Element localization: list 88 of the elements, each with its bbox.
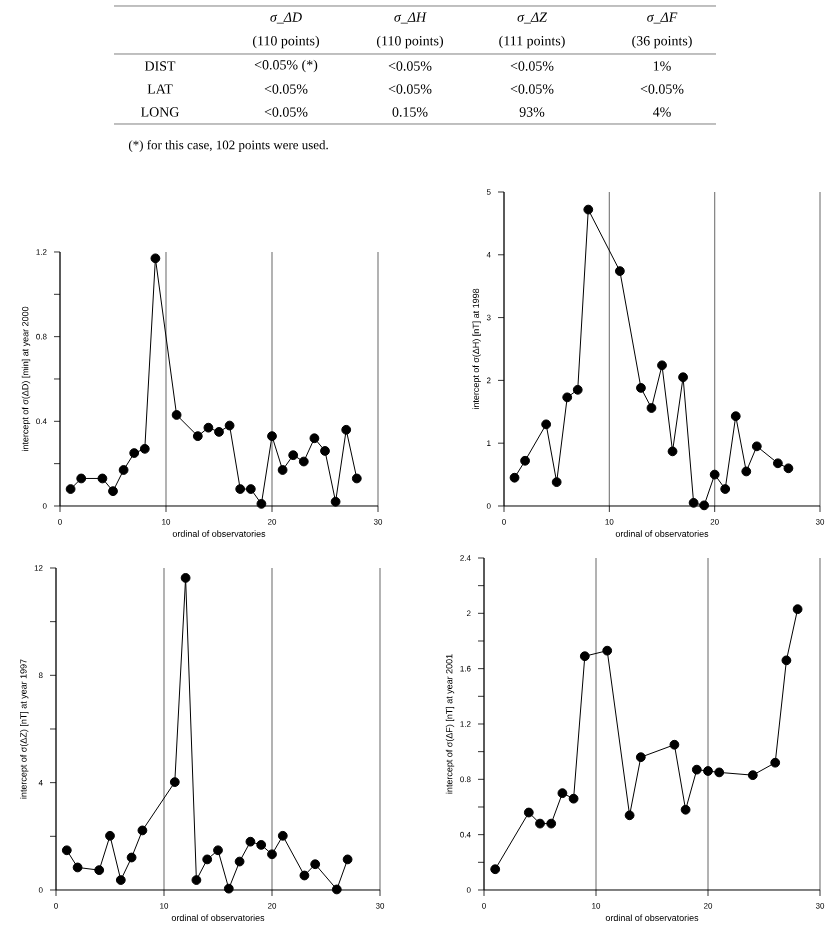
point <box>747 770 758 781</box>
point <box>657 360 667 371</box>
point <box>139 443 150 454</box>
point <box>714 767 725 778</box>
point <box>770 757 781 768</box>
point <box>126 852 137 863</box>
point <box>541 419 552 430</box>
point <box>783 463 794 474</box>
point <box>298 456 309 467</box>
point <box>224 420 235 431</box>
point <box>235 484 246 494</box>
point <box>341 424 352 435</box>
point <box>108 486 118 497</box>
point <box>245 836 256 847</box>
point <box>572 384 583 395</box>
point <box>203 422 214 433</box>
point <box>562 392 573 403</box>
point <box>330 496 341 507</box>
point <box>772 458 783 469</box>
point <box>202 854 213 865</box>
point <box>214 427 224 437</box>
point <box>667 446 678 457</box>
point <box>213 845 223 856</box>
point <box>741 466 752 477</box>
point <box>636 383 646 393</box>
point <box>602 645 613 656</box>
point <box>751 441 762 452</box>
point <box>680 804 691 815</box>
point <box>730 411 741 422</box>
point <box>568 793 579 804</box>
point <box>781 655 792 666</box>
point <box>171 410 182 420</box>
point <box>310 859 321 870</box>
point <box>535 818 545 829</box>
point <box>614 266 625 277</box>
point <box>509 472 520 483</box>
point <box>678 372 688 383</box>
point <box>76 473 87 484</box>
point <box>180 573 191 583</box>
point <box>320 446 330 456</box>
point <box>635 752 646 763</box>
point <box>256 840 267 850</box>
point <box>351 473 362 484</box>
point <box>150 253 161 264</box>
point <box>223 883 234 894</box>
point <box>583 204 594 215</box>
point <box>192 431 203 442</box>
point <box>709 469 720 480</box>
point <box>792 604 803 615</box>
point <box>551 477 562 488</box>
point <box>61 845 72 856</box>
point <box>688 497 699 508</box>
point <box>256 498 267 509</box>
point <box>342 854 353 865</box>
point <box>267 431 277 442</box>
point <box>720 484 731 494</box>
point <box>523 807 534 818</box>
point <box>137 825 148 836</box>
point <box>191 875 202 885</box>
point <box>97 473 108 484</box>
point <box>245 484 256 494</box>
point <box>299 870 310 881</box>
point <box>277 830 288 841</box>
point <box>115 875 126 885</box>
point <box>691 764 702 775</box>
point <box>520 455 530 466</box>
point <box>703 766 713 776</box>
point <box>234 856 245 867</box>
point <box>624 810 635 821</box>
point <box>288 450 299 461</box>
point <box>699 500 710 511</box>
point <box>94 865 105 876</box>
point <box>646 403 657 413</box>
point <box>267 849 277 860</box>
point <box>277 465 288 475</box>
point <box>309 433 320 444</box>
point <box>105 830 115 841</box>
point <box>669 739 680 750</box>
point <box>72 862 83 873</box>
point <box>129 448 140 458</box>
point <box>65 484 76 494</box>
point <box>331 884 342 895</box>
point <box>546 818 557 829</box>
point <box>118 465 129 475</box>
point <box>579 651 590 662</box>
point <box>169 777 180 788</box>
point <box>490 864 501 875</box>
point <box>557 788 568 799</box>
